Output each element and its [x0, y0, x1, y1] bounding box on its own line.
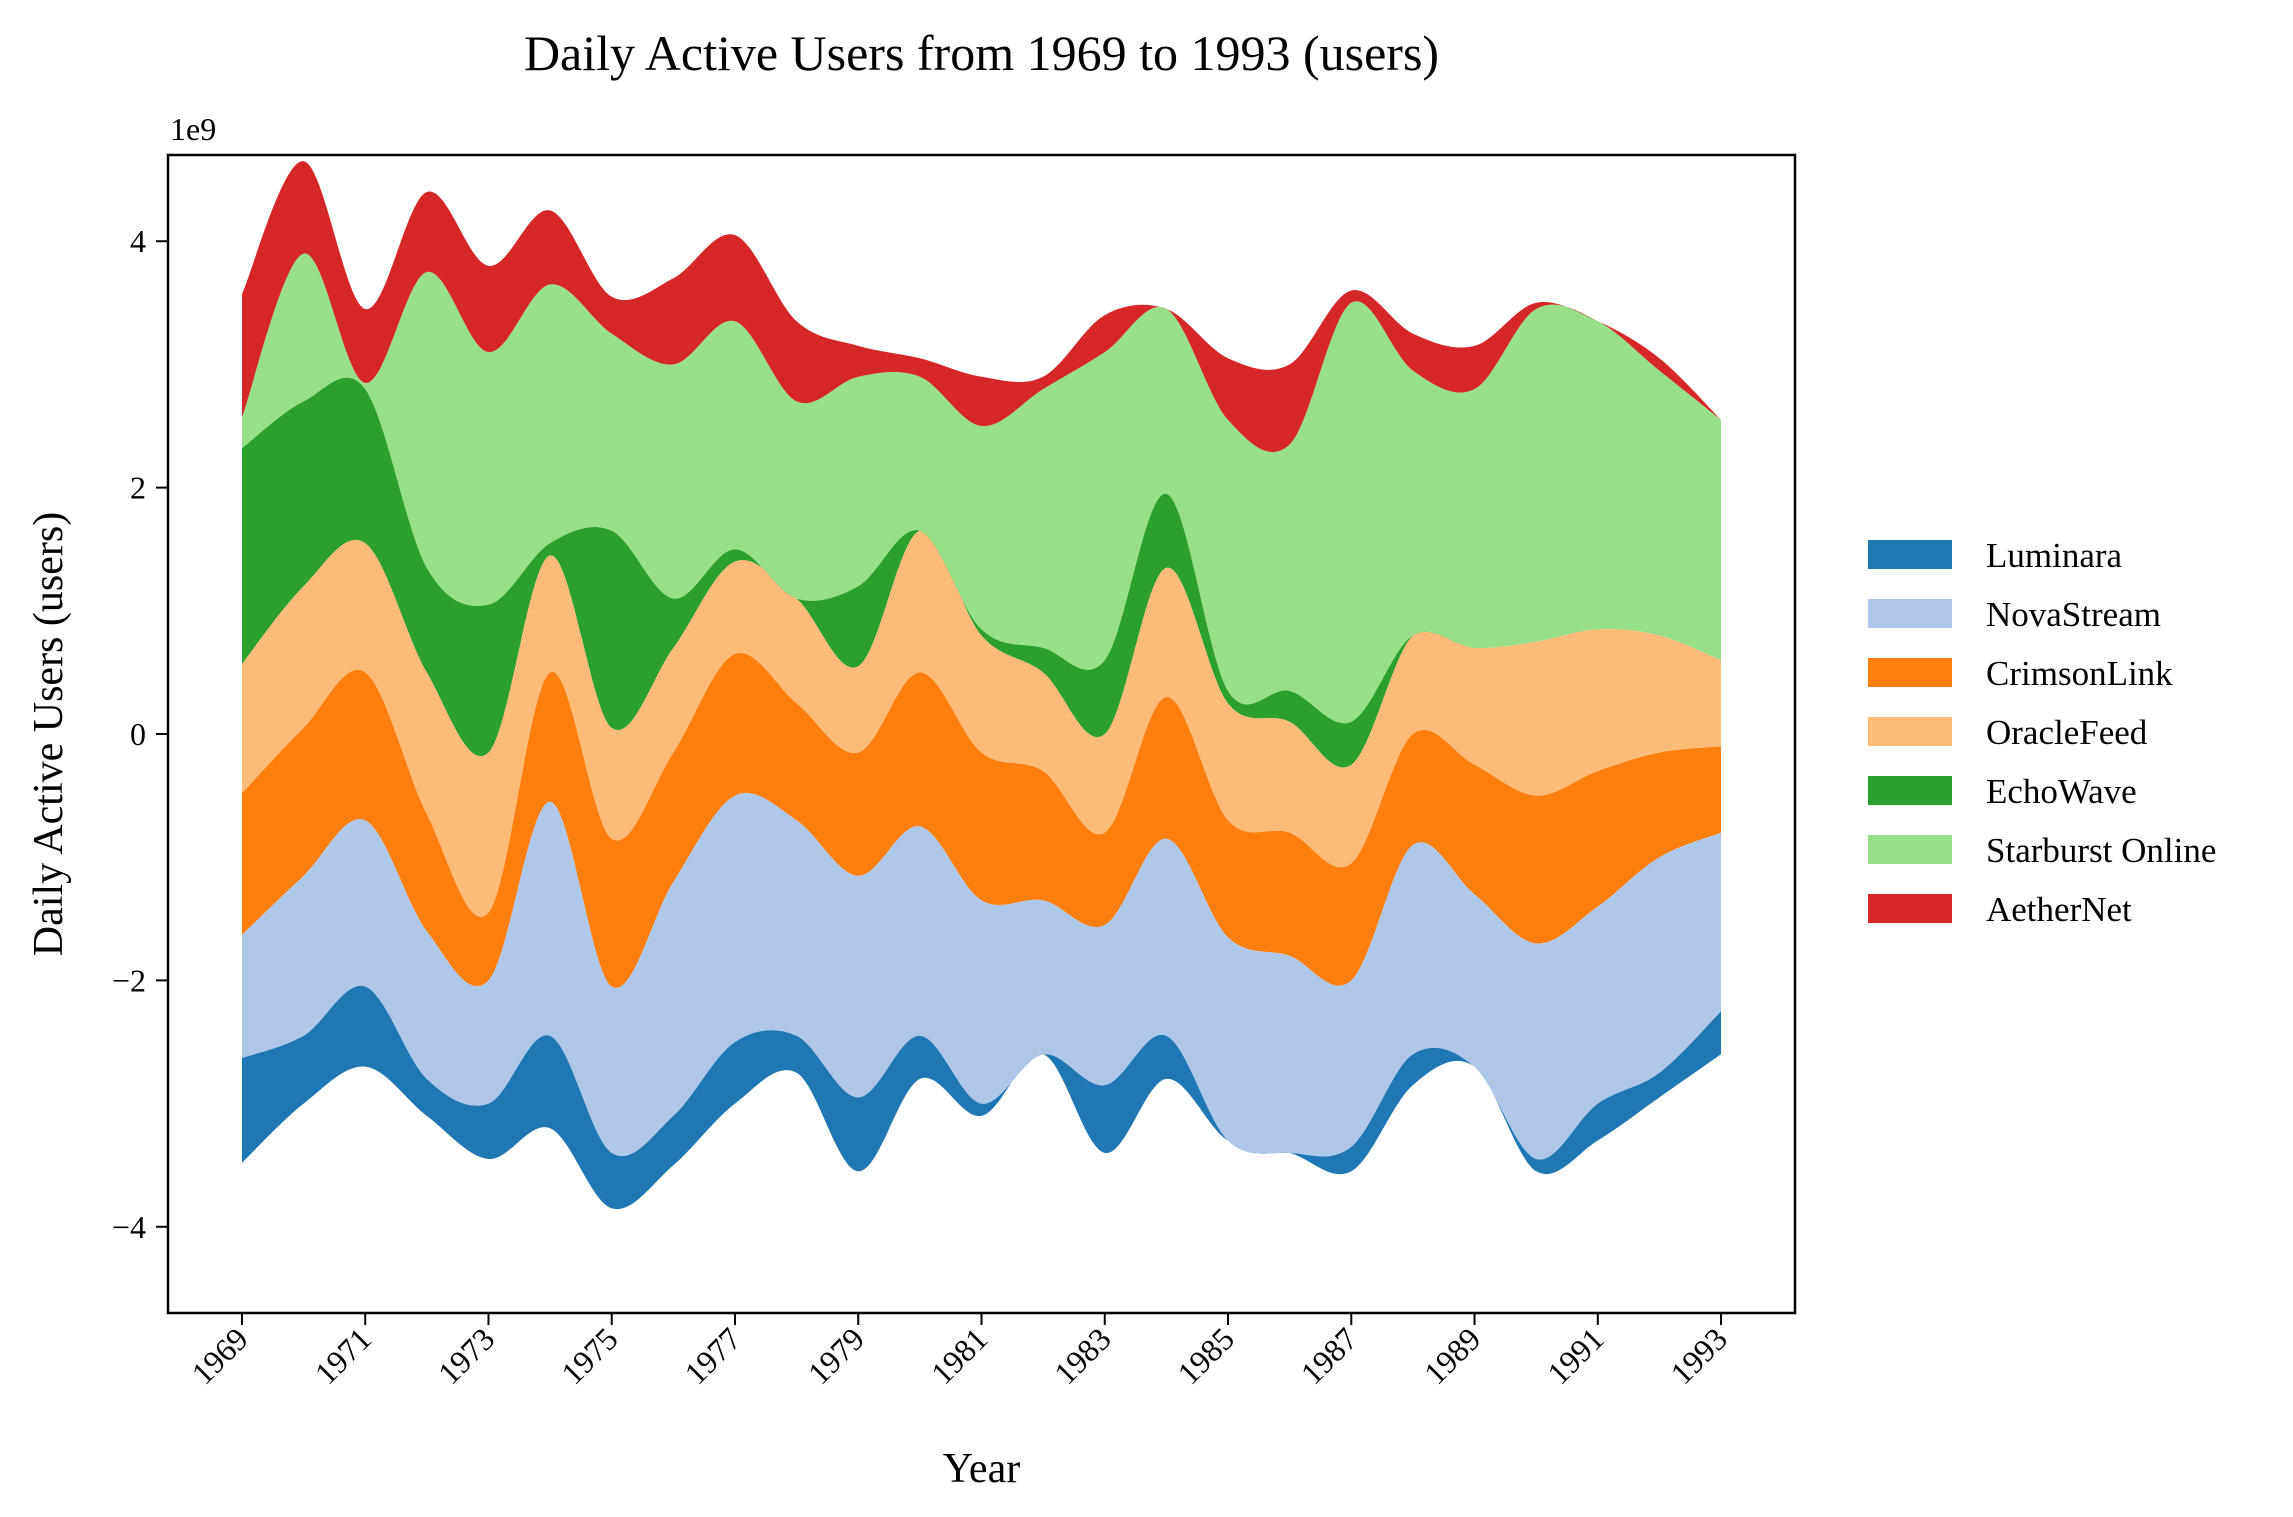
x-tick-label: 1993 [1663, 1320, 1734, 1391]
x-axis-label: Year [943, 1446, 1020, 1492]
y-tick-label: −4 [112, 1209, 146, 1245]
x-axis: 1969 1971 1973 1975 1977 1979 1981 1983 1985 1987… [184, 1313, 1734, 1391]
stream-luminara [242, 985, 1721, 1210]
x-tick-label: 1983 [1047, 1320, 1118, 1391]
y-tick-label: 0 [130, 716, 146, 752]
legend-swatch-luminara [1868, 540, 1952, 569]
legend-label-novastream: NovaStream [1986, 595, 2161, 634]
x-tick-label: 1987 [1294, 1320, 1365, 1391]
legend-label-aethernet: AetherNet [1986, 890, 2132, 929]
legend-label-crimsonlink: CrimsonLink [1986, 654, 2173, 693]
legend: Luminara NovaStream CrimsonLink OracleFeed E… [1868, 536, 2216, 929]
x-tick-label: 1969 [184, 1320, 255, 1391]
legend-swatch-oraclefeed [1868, 717, 1952, 746]
x-tick-label: 1971 [307, 1320, 378, 1391]
x-tick-label: 1989 [1417, 1320, 1488, 1391]
stream-novastream [242, 792, 1721, 1160]
stream-aethernet [242, 161, 1721, 453]
stream-areas [242, 161, 1721, 1210]
legend-label-oraclefeed: OracleFeed [1986, 713, 2148, 752]
x-tick-label: 1975 [554, 1320, 625, 1391]
y-axis: −4 −2 0 2 4 [112, 223, 168, 1245]
legend-swatch-novastream [1868, 599, 1952, 628]
legend-label-echowave: EchoWave [1986, 772, 2137, 811]
chart-title: Daily Active Users from 1969 to 1993 (us… [524, 25, 1439, 81]
x-tick-label: 1985 [1170, 1320, 1241, 1391]
x-tick-label: 1979 [800, 1320, 871, 1391]
legend-label-luminara: Luminara [1986, 536, 2123, 575]
legend-swatch-aethernet [1868, 894, 1952, 923]
x-tick-label: 1991 [1540, 1320, 1611, 1391]
legend-swatch-crimsonlink [1868, 658, 1952, 687]
stream-starburst-online [242, 253, 1721, 724]
stream-oraclefeed [242, 530, 1721, 917]
legend-swatch-echowave [1868, 776, 1952, 805]
legend-swatch-starburst-online [1868, 835, 1952, 864]
stream-echowave [242, 377, 1721, 768]
y-tick-label: 4 [130, 223, 146, 259]
x-tick-label: 1981 [924, 1320, 995, 1391]
stream-crimsonlink [242, 652, 1721, 988]
y-offset-label: 1e9 [170, 111, 216, 147]
y-axis-label: Daily Active Users (users) [26, 512, 72, 956]
y-tick-label: 2 [130, 470, 146, 506]
legend-label-starburst-online: Starburst Online [1986, 831, 2216, 870]
y-tick-label: −2 [112, 962, 146, 998]
x-tick-label: 1977 [677, 1320, 748, 1391]
x-tick-label: 1973 [431, 1320, 502, 1391]
